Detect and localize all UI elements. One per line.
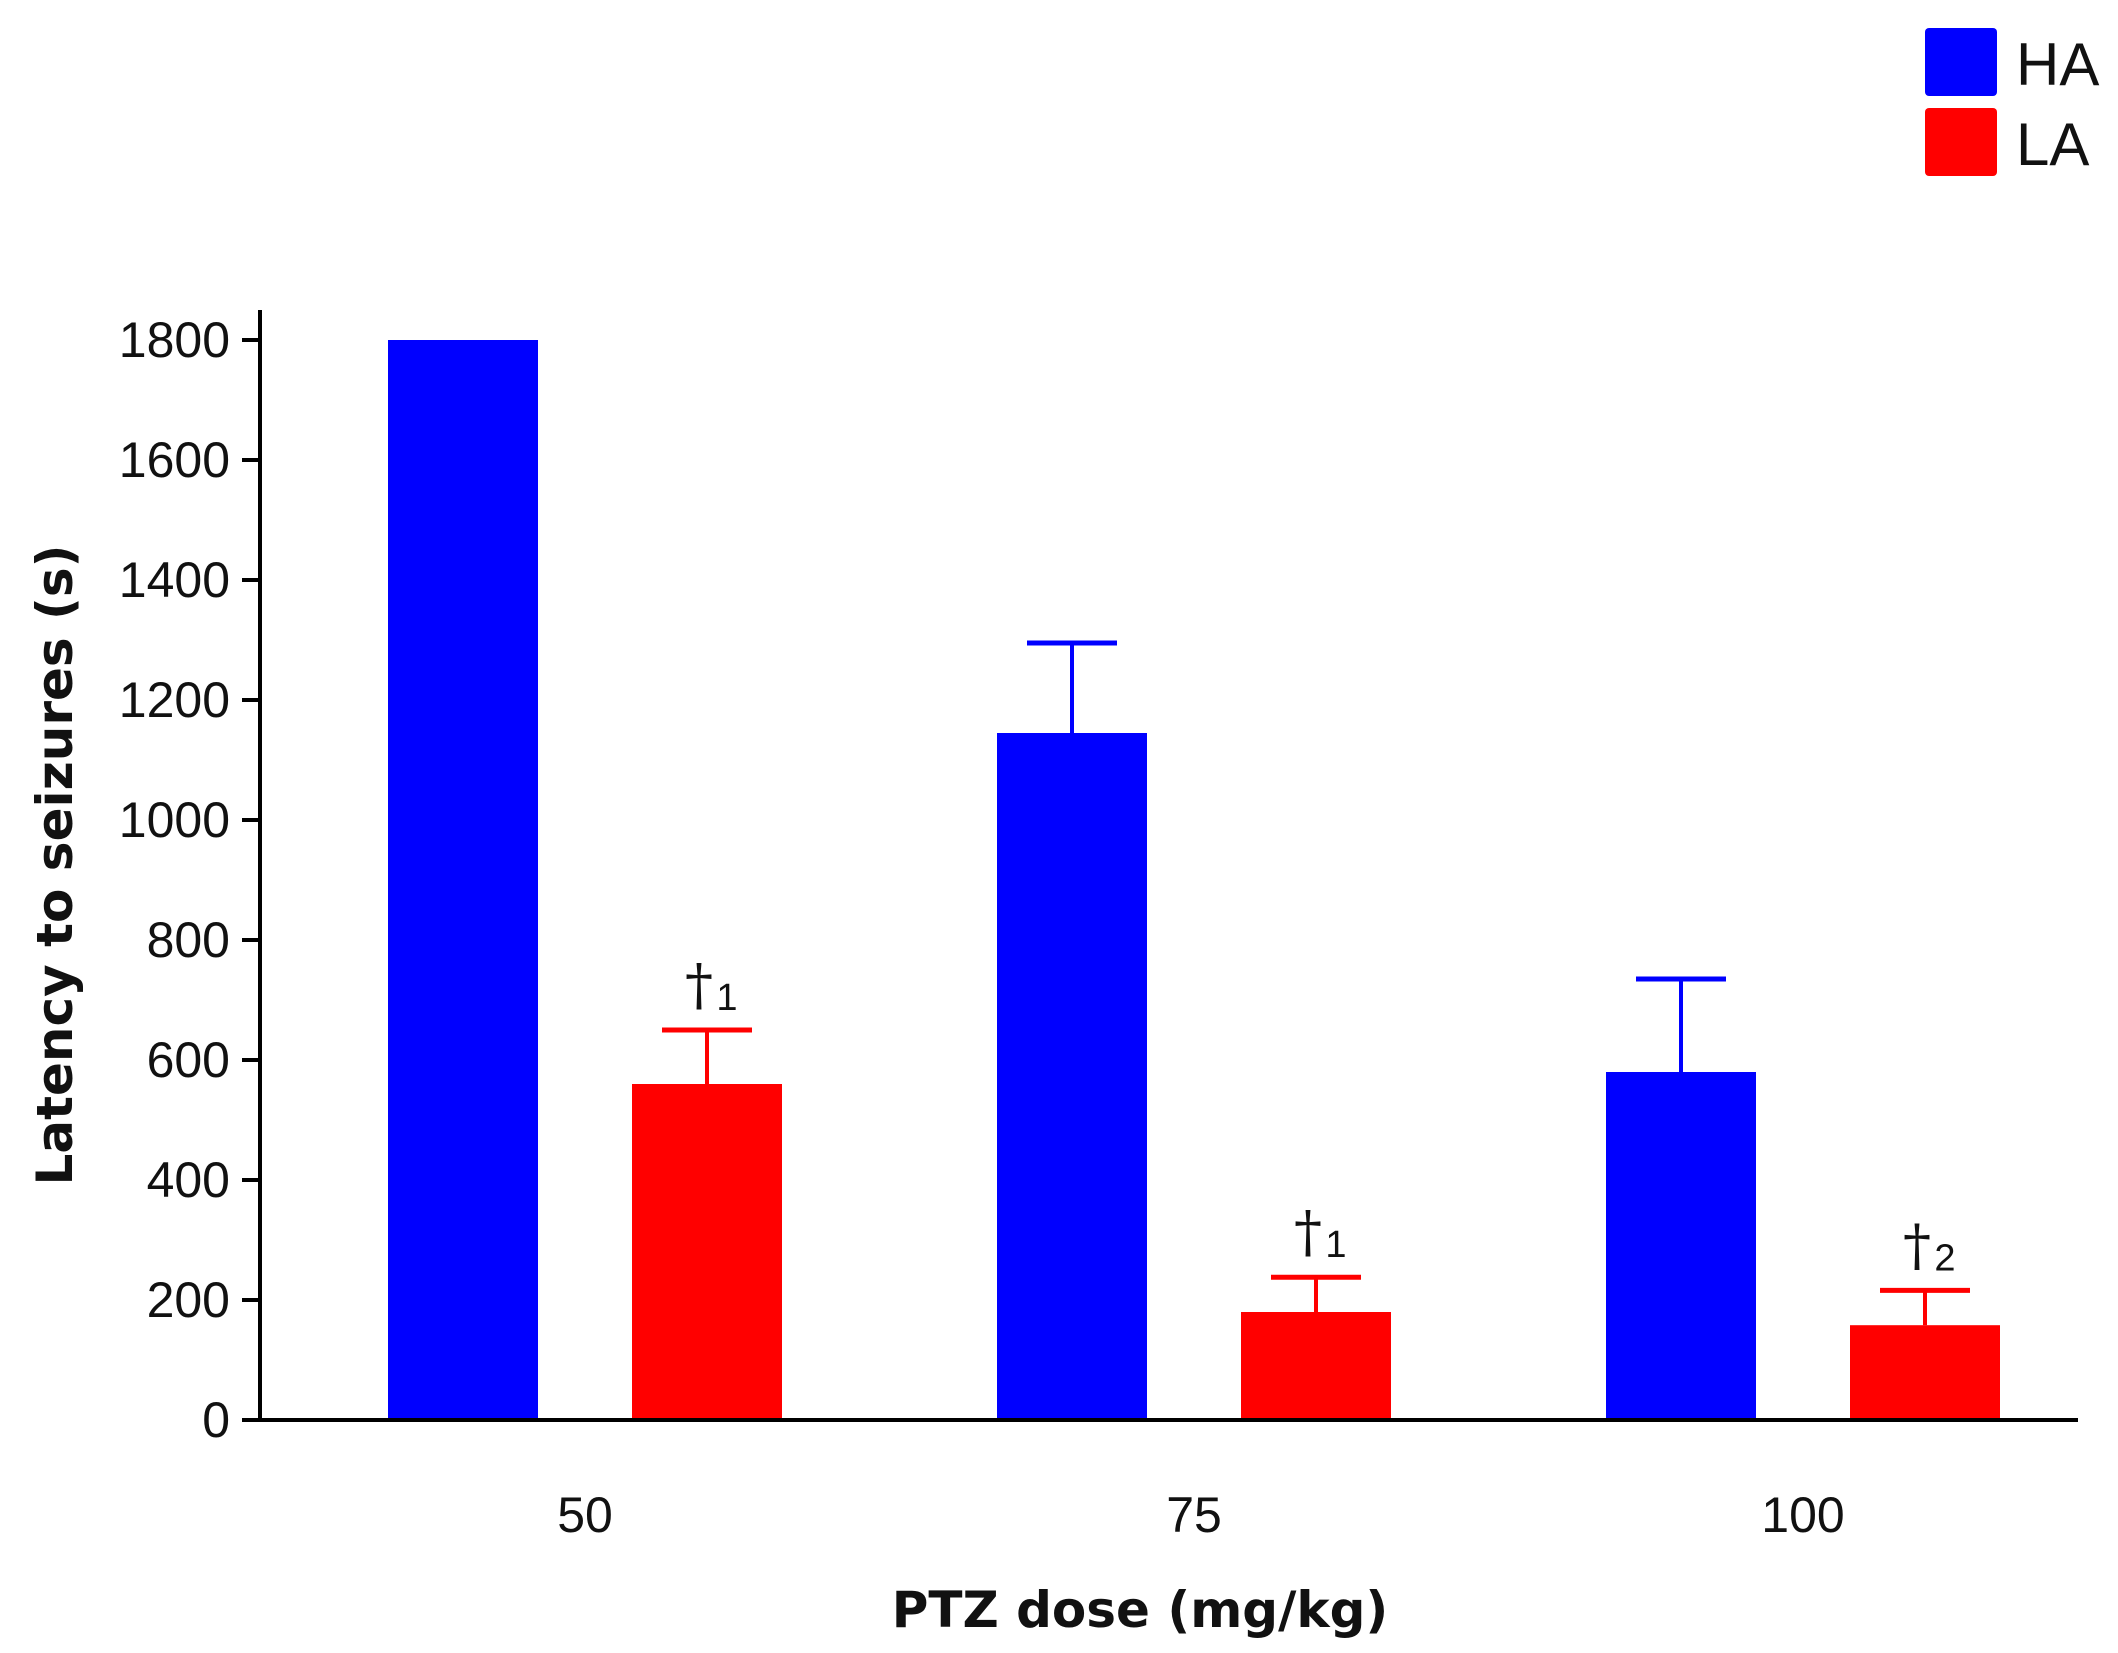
bar-ha-100 <box>1606 1072 1756 1420</box>
significance-marker: † <box>685 953 713 1018</box>
legend-swatch-ha <box>1925 28 1997 96</box>
bar-ha-75 <box>997 733 1147 1420</box>
x-tick-label: 100 <box>1761 1487 1844 1543</box>
y-tick-label: 1200 <box>119 672 230 728</box>
y-tick-label: 1400 <box>119 552 230 608</box>
significance-marker: † <box>1294 1200 1322 1265</box>
bar-la-100 <box>1850 1325 2000 1420</box>
annotations-layer: † 1† 1 † 2 <box>685 953 1956 1279</box>
x-tick-label: 50 <box>557 1487 613 1543</box>
ticks-layer: 0 200 400 600 800 1000 1200 1400 1600 1800 50 75 100 <box>119 312 1845 1543</box>
y-tick-label: 400 <box>147 1152 230 1208</box>
bar-ha-50 <box>388 340 538 1420</box>
y-tick-label: 0 <box>202 1392 230 1448</box>
y-tick-label: 800 <box>147 912 230 968</box>
bars-layer <box>388 340 2000 1420</box>
x-tick-label: 75 <box>1166 1487 1222 1543</box>
bar-la-75 <box>1241 1312 1391 1420</box>
bar-la-50 <box>632 1084 782 1420</box>
legend: HA LA <box>1925 28 2099 178</box>
significance-marker: † <box>1903 1213 1931 1278</box>
legend-swatch-la <box>1925 108 1997 176</box>
legend-label-la: LA <box>2016 111 2089 178</box>
significance-subscript: 1 <box>716 977 737 1019</box>
significance-subscript: 1 <box>1325 1224 1346 1266</box>
y-tick-label: 1600 <box>119 432 230 488</box>
y-axis-title: Latency to seizures (s) <box>26 544 84 1185</box>
significance-subscript: 2 <box>1934 1237 1955 1279</box>
y-tick-label: 1000 <box>119 792 230 848</box>
x-axis-title: PTZ dose (mg/kg) <box>892 1581 1389 1639</box>
y-tick-label: 600 <box>147 1032 230 1088</box>
y-tick-label: 1800 <box>119 312 230 368</box>
legend-label-ha: HA <box>2016 31 2099 98</box>
y-tick-label: 200 <box>147 1272 230 1328</box>
axes-layer <box>258 310 2078 1422</box>
